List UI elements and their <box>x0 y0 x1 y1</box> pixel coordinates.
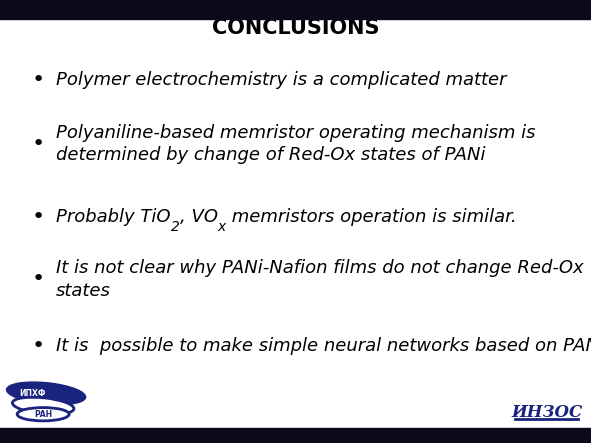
Text: Polyaniline-based memristor operating mechanism is
determined by change of Red-O: Polyaniline-based memristor operating me… <box>56 124 535 164</box>
Text: Probably TiO: Probably TiO <box>56 208 171 226</box>
Text: •: • <box>32 134 45 154</box>
Text: 2: 2 <box>171 220 180 234</box>
Text: x: x <box>217 220 226 234</box>
Bar <box>0 428 591 443</box>
Text: •: • <box>32 269 45 289</box>
Ellipse shape <box>12 397 74 414</box>
Bar <box>0 0 591 19</box>
Text: ИПХФ: ИПХФ <box>20 389 46 398</box>
Text: Polymer electrochemistry is a complicated matter: Polymer electrochemistry is a complicate… <box>56 71 506 89</box>
Text: РАН: РАН <box>34 410 52 419</box>
Text: •: • <box>32 70 45 90</box>
Text: It is  possible to make simple neural networks based on PANi: It is possible to make simple neural net… <box>56 337 591 354</box>
Text: •: • <box>32 335 45 356</box>
Ellipse shape <box>7 382 86 405</box>
Text: It is not clear why PANi-Nafion films do not change Red-Ox
states: It is not clear why PANi-Nafion films do… <box>56 259 584 299</box>
Text: , VO: , VO <box>180 208 217 226</box>
Ellipse shape <box>17 408 69 421</box>
Text: CONCLUSIONS: CONCLUSIONS <box>212 18 379 39</box>
Text: memristors operation is similar.: memristors operation is similar. <box>226 208 517 226</box>
Text: •: • <box>32 207 45 227</box>
Text: ИНЗОС: ИНЗОС <box>511 404 582 421</box>
